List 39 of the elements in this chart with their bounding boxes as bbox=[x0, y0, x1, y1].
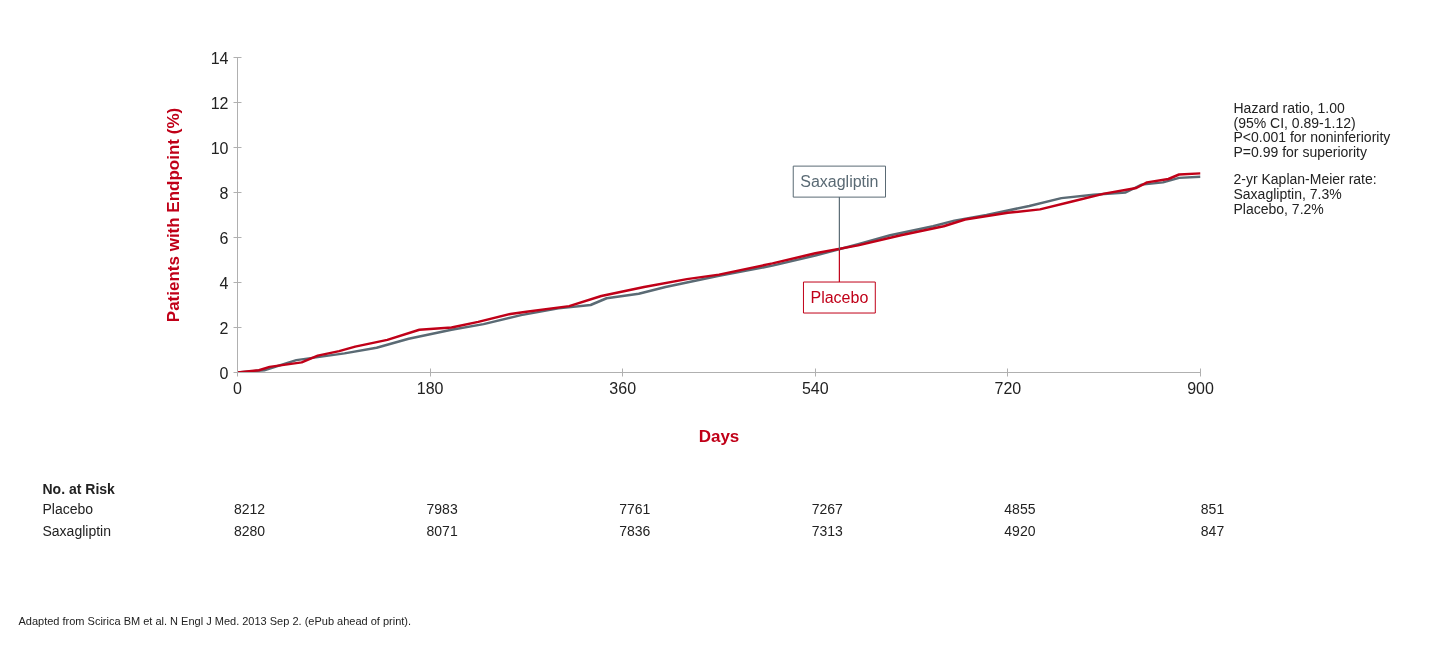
text: 7836 bbox=[619, 522, 651, 539]
text: 851 bbox=[1200, 500, 1225, 517]
y-tick-label: 10 bbox=[210, 139, 229, 157]
text: 4855 bbox=[1004, 500, 1036, 517]
x-tick-label: 720 bbox=[994, 379, 1022, 397]
text: 4920 bbox=[1004, 522, 1036, 539]
text: 8280 bbox=[233, 522, 266, 539]
text: Hazard ratio, 1.00 bbox=[1233, 99, 1345, 116]
text: Saxagliptin bbox=[42, 522, 111, 539]
y-axis-title: Patients with Endpoint (%) bbox=[163, 107, 183, 323]
text: Adapted from Scirica BM et al. N Engl J Med. 2013 Sep 2. (ePub ahead of print). bbox=[18, 614, 412, 627]
text: No. at Risk bbox=[42, 480, 116, 497]
text: 7267 bbox=[811, 500, 844, 517]
x-tick-label: 0 bbox=[233, 379, 243, 397]
text: 7761 bbox=[619, 500, 651, 517]
text: Saxagliptin, 7.3% bbox=[1233, 186, 1342, 203]
text: 2-yr Kaplan-Meier rate: bbox=[1233, 171, 1377, 188]
text: Placebo bbox=[42, 500, 94, 517]
text: 8071 bbox=[426, 522, 458, 539]
text: Placebo bbox=[810, 289, 869, 307]
text: Saxagliptin bbox=[800, 173, 879, 191]
text: 8212 bbox=[233, 500, 266, 517]
y-tick-label: 8 bbox=[219, 184, 229, 202]
y-tick-label: 4 bbox=[219, 274, 229, 292]
text: (95% CI, 0.89-1.12) bbox=[1233, 114, 1356, 131]
text: 847 bbox=[1200, 522, 1225, 539]
y-tick-label: 0 bbox=[219, 364, 229, 382]
y-tick-label: 12 bbox=[210, 94, 229, 112]
x-tick-label: 360 bbox=[609, 379, 637, 397]
y-tick-label: 2 bbox=[219, 319, 229, 337]
x-axis-title: Days bbox=[698, 426, 740, 446]
y-tick-label: 14 bbox=[210, 49, 229, 67]
x-tick-label: 540 bbox=[801, 379, 829, 397]
text: 7983 bbox=[426, 500, 458, 517]
text: P=0.99 for superiority bbox=[1233, 144, 1367, 160]
x-tick-label: 180 bbox=[416, 379, 444, 397]
x-tick-label: 900 bbox=[1187, 379, 1214, 397]
text: 7313 bbox=[811, 522, 844, 539]
y-tick-label: 6 bbox=[219, 229, 229, 247]
